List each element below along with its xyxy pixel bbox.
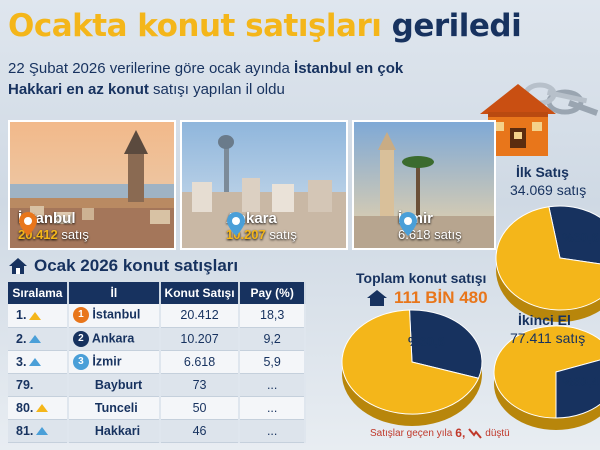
location-pin-icon xyxy=(19,212,37,236)
mountain-icon xyxy=(29,335,42,344)
second-hand-value: 77.411 satış xyxy=(510,330,586,346)
medal-icon: 2 xyxy=(72,330,89,347)
pie-slice-ikinci-el xyxy=(495,206,600,311)
mountain-icon xyxy=(29,311,42,320)
mountain-icon xyxy=(36,404,49,413)
first-sale-value: 34.069 satış xyxy=(510,182,587,198)
city-unit-izmir: satış xyxy=(434,227,462,242)
footnote-pre: Satışlar geçen yıla xyxy=(370,427,453,439)
row-sales: 73 xyxy=(159,373,241,397)
city-unit-ankara: satış xyxy=(269,227,297,242)
row-city: Hakkari xyxy=(67,419,161,443)
total-first-sale-percent: %30,6 xyxy=(408,334,445,349)
city-unit-istanbul: satış xyxy=(61,227,89,242)
row-share: ... xyxy=(239,396,306,420)
row-share: ... xyxy=(239,373,306,397)
photo-ankara: Ankara 10.207 satış xyxy=(180,120,348,250)
photo-izmir: İzmir 6.618 satış xyxy=(352,120,496,250)
table-row: 2. 2 Ankara 10.207 9,2 xyxy=(8,327,306,351)
col-header-rank: Sıralama xyxy=(8,282,69,304)
table-row: 3. 3 İzmir 6.618 5,9 xyxy=(8,350,306,374)
house-icon xyxy=(367,290,387,306)
izmir-label: İzmir 6.618 satış xyxy=(398,211,462,243)
row-rank: 81. xyxy=(16,423,34,438)
first-sale-count: 34.069 satış xyxy=(510,182,586,198)
table-row: 81. Hakkari 46 ... xyxy=(8,419,306,443)
down-arrow-icon xyxy=(468,428,483,439)
pie-slice-ikinci-el xyxy=(341,309,480,415)
footnote-post: düştü xyxy=(485,427,510,439)
row-sales: 6.618 xyxy=(159,350,241,374)
row-share: 5,9 xyxy=(239,350,306,374)
row-sales: 10.207 xyxy=(159,327,241,351)
location-pin-icon xyxy=(399,212,417,236)
second-hand-heading: İkinci El xyxy=(518,312,571,328)
total-title: Toplam konut satışı xyxy=(356,270,487,286)
total-sales: Toplam konut satışı 111 BİN 480 xyxy=(356,270,488,308)
row-share: 18,3 xyxy=(239,304,306,328)
col-header-city: İl xyxy=(67,282,161,304)
medal-icon: 3 xyxy=(72,353,89,370)
row-sales: 46 xyxy=(159,419,241,443)
second-hand-percent: %69,4 xyxy=(562,374,599,389)
row-share: ... xyxy=(239,419,306,443)
subtitle-bold-2: Hakkari en az konut xyxy=(8,81,149,98)
footnote-figure: 6, xyxy=(455,426,466,440)
table-row: 79. Bayburt 73 ... xyxy=(8,373,306,397)
subtitle-text-2: satışı yapılan il oldu xyxy=(148,81,285,98)
first-sale-heading: İlk Satış xyxy=(516,164,569,180)
table-title: Ocak 2026 konut satışları xyxy=(34,256,239,275)
photo-istanbul: İstanbul 20.412 satış xyxy=(8,120,176,250)
row-rank: 2. xyxy=(16,331,27,346)
pie-slice-ikinci-el xyxy=(493,325,600,419)
first-sale-percent: %30,6 xyxy=(562,230,599,245)
house-keys-icon xyxy=(480,82,599,156)
row-city: İstanbul xyxy=(92,307,141,322)
mountain-icon xyxy=(36,427,49,436)
footnote: Satışlar geçen yıla 6, düştü xyxy=(370,426,510,440)
headline: Ocakta konut satışları geriledi xyxy=(8,6,522,46)
row-share: 9,2 xyxy=(239,327,306,351)
table-heading: Ocak 2026 konut satışları xyxy=(8,256,238,276)
pie-slice-ilk-satis xyxy=(409,309,483,379)
col-header-sales: Konut Satışı xyxy=(159,282,241,304)
second-hand-title: İkinci El xyxy=(518,312,571,328)
medal-icon: 1 xyxy=(72,307,89,324)
row-city: İzmir xyxy=(92,353,122,368)
row-city: Bayburt xyxy=(67,373,161,397)
second-hand-count: 77.411 satış xyxy=(510,330,585,346)
house-icon xyxy=(9,258,27,274)
headline-part1: Ocakta konut satışları xyxy=(8,8,382,44)
pie-slice-ilk-satis xyxy=(548,205,600,265)
row-city: Ankara xyxy=(91,330,135,345)
total-value: 111 BİN 480 xyxy=(394,288,488,307)
col-header-share: Pay (%) xyxy=(239,282,306,304)
row-city: Tunceli xyxy=(67,396,161,420)
pie-slice-ilk-satis xyxy=(555,359,600,419)
row-rank: 79. xyxy=(8,373,69,397)
row-rank: 3. xyxy=(16,354,27,369)
table-row: 80. Tunceli 50 ... xyxy=(8,396,306,420)
row-rank: 1. xyxy=(16,308,27,323)
istanbul-label: İstanbul 20.412 satış xyxy=(18,211,89,243)
subtitle-text-1: 22 Şubat 2026 verilerine göre ocak ayınd… xyxy=(8,60,295,77)
ankara-label: Ankara 10.207 satış xyxy=(226,211,297,243)
first-sale-title: İlk Satış xyxy=(516,164,569,180)
mountain-icon xyxy=(29,358,42,367)
subtitle: 22 Şubat 2026 verilerine göre ocak ayınd… xyxy=(8,58,468,100)
row-sales: 20.412 xyxy=(159,304,241,328)
headline-part2: geriledi xyxy=(391,8,522,44)
row-sales: 50 xyxy=(159,396,241,420)
table-row: 1. 1 İstanbul 20.412 18,3 xyxy=(8,304,306,328)
subtitle-bold-1: İstanbul en çok xyxy=(294,60,404,77)
location-pin-icon xyxy=(227,212,245,236)
row-rank: 80. xyxy=(16,400,34,415)
sales-ranking-table: Sıralama İl Konut Satışı Pay (%) 1. 1 İs… xyxy=(8,282,306,443)
